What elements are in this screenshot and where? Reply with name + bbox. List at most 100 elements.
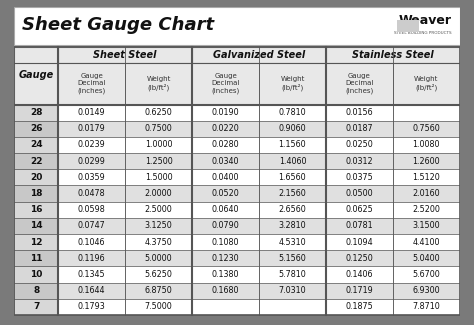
Text: 1.0080: 1.0080 [412, 140, 440, 150]
Bar [14, 6, 460, 45]
Text: 0.1875: 0.1875 [346, 302, 373, 311]
Bar [14, 266, 58, 282]
Bar [14, 234, 58, 250]
Text: 2.5200: 2.5200 [412, 205, 440, 214]
Text: 11: 11 [30, 254, 43, 263]
Text: 2.0000: 2.0000 [145, 189, 173, 198]
Text: 0.0239: 0.0239 [78, 140, 106, 150]
Bar [393, 153, 460, 169]
Text: 0.1250: 0.1250 [346, 254, 373, 263]
Text: 1.5120: 1.5120 [412, 173, 440, 182]
Text: 5.7810: 5.7810 [279, 270, 306, 279]
Bar [326, 234, 393, 250]
Text: 0.0190: 0.0190 [212, 108, 239, 117]
Bar [259, 234, 326, 250]
Text: Gauge
Decimal
(inches): Gauge Decimal (inches) [77, 73, 106, 94]
Text: 12: 12 [30, 238, 43, 247]
Bar [125, 266, 192, 282]
Text: 0.1345: 0.1345 [78, 270, 106, 279]
Bar [393, 218, 460, 234]
Bar [326, 137, 393, 153]
Text: Gauge: Gauge [18, 71, 54, 81]
Text: 1.5000: 1.5000 [145, 173, 173, 182]
Bar [14, 299, 58, 315]
Text: 2.6560: 2.6560 [279, 205, 306, 214]
Bar [259, 202, 326, 218]
Text: 0.0625: 0.0625 [346, 205, 373, 214]
Text: 0.0375: 0.0375 [346, 173, 373, 182]
Text: 0.1230: 0.1230 [212, 254, 239, 263]
Bar [192, 169, 259, 186]
Bar [58, 299, 125, 315]
Text: 5.6250: 5.6250 [145, 270, 173, 279]
Text: 14: 14 [30, 221, 43, 230]
Bar [393, 234, 460, 250]
Bar [14, 46, 460, 315]
Text: 0.0220: 0.0220 [212, 124, 239, 133]
Text: 0.1380: 0.1380 [212, 270, 239, 279]
Text: 0.0520: 0.0520 [212, 189, 239, 198]
Text: 10: 10 [30, 270, 42, 279]
Text: 0.0781: 0.0781 [346, 221, 373, 230]
Bar [14, 282, 58, 299]
Bar [125, 105, 192, 121]
Bar [58, 218, 125, 234]
Text: 0.0250: 0.0250 [346, 140, 373, 150]
Bar [326, 250, 393, 266]
Text: Gauge
Decimal
(inches): Gauge Decimal (inches) [345, 73, 374, 94]
Bar [58, 46, 192, 62]
Bar [326, 153, 393, 169]
Bar [393, 250, 460, 266]
Bar [393, 186, 460, 202]
Bar [14, 218, 58, 234]
Text: 0.0747: 0.0747 [78, 221, 106, 230]
Text: 7: 7 [33, 302, 39, 311]
Bar [393, 105, 460, 121]
Text: Galvanized Steel: Galvanized Steel [213, 49, 305, 59]
Bar [192, 105, 259, 121]
Text: 0.6250: 0.6250 [145, 108, 173, 117]
Bar [326, 62, 393, 105]
Bar [192, 153, 259, 169]
Bar [259, 121, 326, 137]
Text: Sheet Steel: Sheet Steel [93, 49, 157, 59]
Text: 0.7810: 0.7810 [279, 108, 306, 117]
Text: 0.0156: 0.0156 [346, 108, 373, 117]
Text: 1.2600: 1.2600 [412, 157, 440, 166]
Bar [259, 299, 326, 315]
Text: 0.0187: 0.0187 [346, 124, 373, 133]
Text: Weight
(lb/ft²): Weight (lb/ft²) [280, 76, 305, 91]
Bar [125, 153, 192, 169]
Bar [192, 234, 259, 250]
Bar [125, 250, 192, 266]
Text: Weight
(lb/ft²): Weight (lb/ft²) [146, 76, 171, 91]
Bar [125, 282, 192, 299]
Bar [14, 46, 58, 105]
Text: Weight
(lb/ft²): Weight (lb/ft²) [414, 76, 438, 91]
Bar [326, 202, 393, 218]
Text: 4.5310: 4.5310 [279, 238, 306, 247]
Text: 0.0478: 0.0478 [78, 189, 106, 198]
Text: 8: 8 [33, 286, 39, 295]
Bar [393, 169, 460, 186]
Text: 0.1046: 0.1046 [78, 238, 105, 247]
Text: 26: 26 [30, 124, 43, 133]
Text: 1.4060: 1.4060 [279, 157, 306, 166]
Bar [125, 299, 192, 315]
Bar [14, 250, 58, 266]
Bar [259, 218, 326, 234]
Bar [393, 282, 460, 299]
Bar [393, 202, 460, 218]
Bar [192, 282, 259, 299]
Text: 7.8710: 7.8710 [412, 302, 440, 311]
Bar [192, 62, 259, 105]
Bar [14, 105, 58, 121]
Text: 24: 24 [30, 140, 43, 150]
Text: 0.0340: 0.0340 [212, 157, 239, 166]
Bar [58, 105, 125, 121]
Text: 2.0160: 2.0160 [412, 189, 440, 198]
Text: 0.1080: 0.1080 [212, 238, 239, 247]
Text: Weaver: Weaver [399, 14, 452, 27]
Bar [393, 62, 460, 105]
Bar [58, 137, 125, 153]
